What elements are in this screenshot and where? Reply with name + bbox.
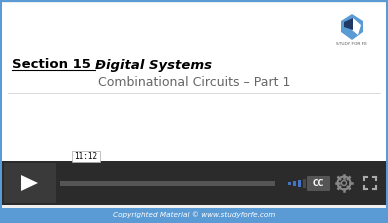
Text: STUDY FOR FE: STUDY FOR FE xyxy=(336,42,367,46)
Text: CC: CC xyxy=(313,178,324,188)
FancyBboxPatch shape xyxy=(293,180,296,186)
FancyBboxPatch shape xyxy=(307,176,330,191)
Text: Section 15 –: Section 15 – xyxy=(12,58,107,72)
Text: Digital Systems: Digital Systems xyxy=(95,58,212,72)
Polygon shape xyxy=(344,18,353,30)
FancyBboxPatch shape xyxy=(308,178,311,188)
Polygon shape xyxy=(352,18,361,35)
FancyBboxPatch shape xyxy=(298,180,301,186)
FancyBboxPatch shape xyxy=(2,161,386,205)
FancyBboxPatch shape xyxy=(72,151,100,162)
Polygon shape xyxy=(341,14,363,40)
FancyBboxPatch shape xyxy=(288,182,291,184)
FancyBboxPatch shape xyxy=(303,178,306,188)
FancyBboxPatch shape xyxy=(4,163,56,203)
FancyBboxPatch shape xyxy=(60,181,275,186)
FancyBboxPatch shape xyxy=(2,3,386,175)
Text: Copyrighted Material © www.studyforfe.com: Copyrighted Material © www.studyforfe.co… xyxy=(113,211,275,218)
FancyBboxPatch shape xyxy=(2,208,386,221)
Polygon shape xyxy=(21,175,38,191)
Text: 11:12: 11:12 xyxy=(74,152,97,161)
Text: Combinational Circuits – Part 1: Combinational Circuits – Part 1 xyxy=(98,76,290,89)
